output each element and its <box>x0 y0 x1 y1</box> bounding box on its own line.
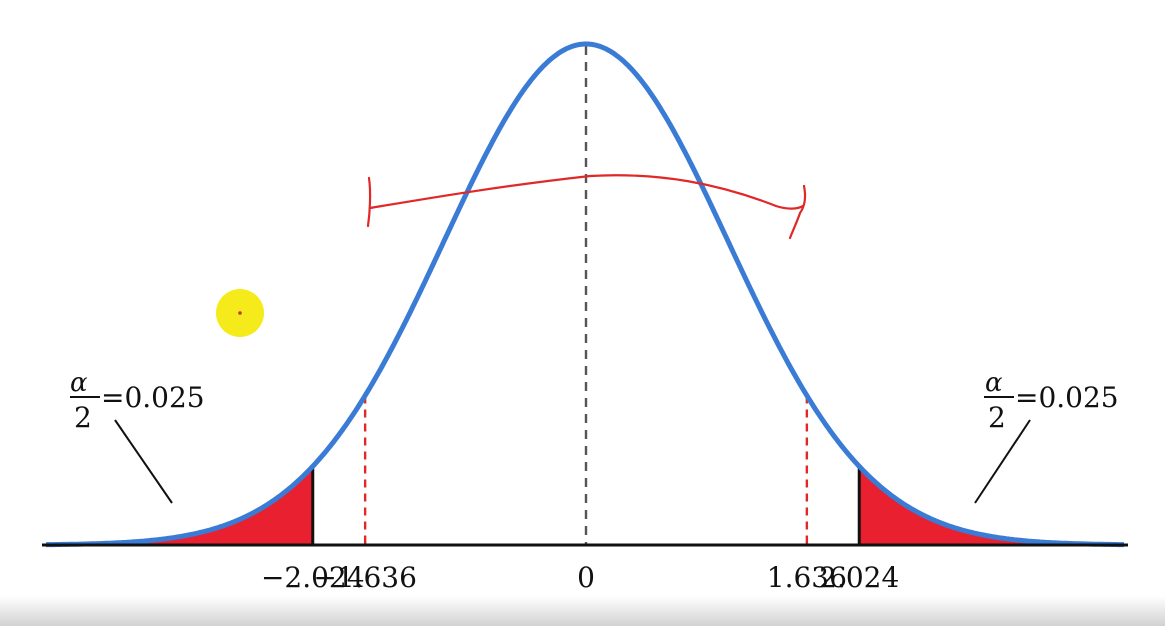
marked-lines <box>363 395 809 545</box>
tick-label: −1.636 <box>313 561 417 594</box>
right-tail-region <box>859 466 1124 545</box>
cursor-dot <box>238 311 242 315</box>
tick-label: −2.024 <box>261 561 365 594</box>
pen-right-hook <box>788 184 807 240</box>
tick-label: 2.024 <box>819 561 899 594</box>
bottom-shade <box>0 596 1165 626</box>
right-alpha-denominator: 2 <box>988 401 1006 434</box>
tick-label: 1.636 <box>767 561 847 594</box>
right-leader-line <box>974 419 1031 504</box>
pen-arc <box>368 174 805 210</box>
right-alpha-numerator: α <box>985 368 1003 398</box>
left-leader-line <box>114 419 173 504</box>
tail-regions <box>46 466 1124 545</box>
left-alpha-value: =0.025 <box>101 381 205 414</box>
left-alpha-numerator: α <box>70 368 88 398</box>
bell-curve <box>46 41 1124 548</box>
pen-left-tick <box>366 176 372 228</box>
left-alpha-denominator: 2 <box>74 401 92 434</box>
pen-annotation-bracket <box>366 174 807 240</box>
tick-label: 0 <box>577 561 595 594</box>
cursor-highlight <box>216 289 264 337</box>
right-tail-annotation: α 2 =0.025 <box>974 368 1119 504</box>
critical-lines <box>311 466 861 545</box>
left-tail-region <box>46 466 313 545</box>
left-tail-annotation: α 2 =0.025 <box>70 368 205 504</box>
right-alpha-value: =0.025 <box>1015 381 1119 414</box>
